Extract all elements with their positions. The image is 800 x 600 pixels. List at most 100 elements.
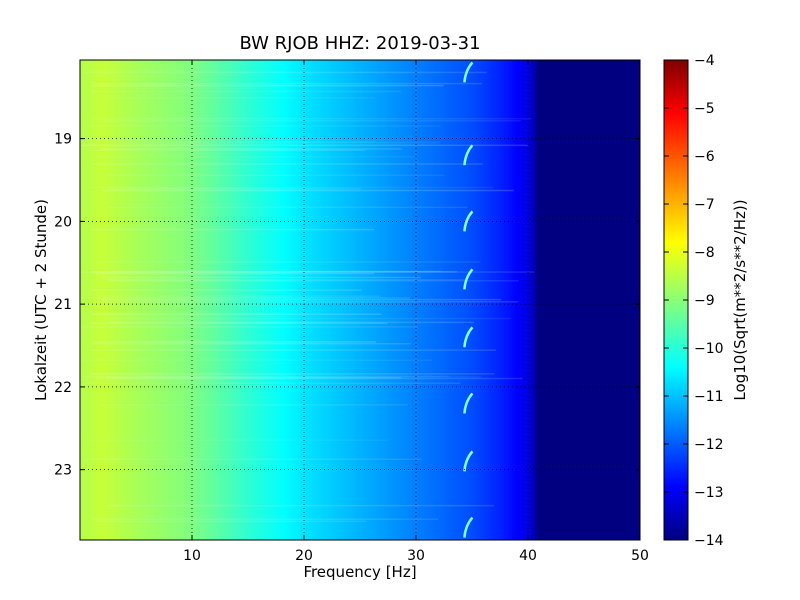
heatmap-band: [234, 60, 237, 540]
heatmap-band: [392, 60, 395, 540]
heatmap-band: [632, 60, 635, 540]
heatmap-band: [102, 60, 105, 540]
heatmap-streak: [93, 341, 377, 343]
heatmap-band: [192, 60, 195, 540]
heatmap-streak: [93, 117, 532, 120]
colorbar-tick-label: −11: [694, 389, 724, 405]
heatmap-band: [634, 60, 637, 540]
heatmap-streak: [82, 359, 433, 362]
heatmap-streak: [105, 504, 494, 507]
heatmap-band: [578, 60, 581, 540]
heatmap-band: [468, 60, 471, 540]
heatmap-band: [308, 60, 311, 540]
heatmap-band: [518, 60, 521, 540]
heatmap-band: [118, 60, 121, 540]
heatmap-band: [500, 60, 503, 540]
x-axis-label: Frequency [Hz]: [303, 563, 416, 581]
heatmap-band: [120, 60, 123, 540]
heatmap-streak: [85, 458, 422, 461]
heatmap-band: [346, 60, 349, 540]
heatmap-streak: [95, 520, 367, 523]
heatmap-band: [514, 60, 517, 540]
heatmap-band: [330, 60, 333, 540]
heatmap-band: [350, 60, 353, 540]
heatmap-band: [418, 60, 421, 540]
heatmap-band: [482, 60, 485, 540]
chart-title: BW RJOB HHZ: 2019-03-31: [239, 33, 480, 54]
heatmap-band: [274, 60, 277, 540]
heatmap-band: [366, 60, 369, 540]
y-axis-ticks: 19 20 21 22 23: [54, 132, 640, 479]
heatmap-band: [520, 60, 523, 540]
heatmap-band: [526, 60, 529, 540]
heatmap-band: [498, 60, 501, 540]
heatmap-band: [184, 60, 187, 540]
heatmap-band: [138, 60, 141, 540]
heatmap-band: [552, 60, 555, 540]
heatmap-band: [388, 60, 391, 540]
heatmap-band: [188, 60, 191, 540]
heatmap-band: [356, 60, 359, 540]
heatmap-band: [152, 60, 155, 540]
heatmap-band: [324, 60, 327, 540]
plot-frame: [79, 59, 641, 541]
heatmap-band: [480, 60, 483, 540]
heatmap-streak: [102, 276, 421, 279]
heatmap-band: [394, 60, 397, 540]
spectral-feature-mark: [463, 326, 474, 348]
heatmap-band: [408, 60, 411, 540]
heatmap-band: [358, 60, 361, 540]
heatmap-band: [230, 60, 233, 540]
heatmap-band: [616, 60, 619, 540]
heatmap-band: [80, 60, 83, 540]
heatmap-band: [464, 60, 467, 540]
heatmap-band: [362, 60, 365, 540]
heatmap-band: [478, 60, 481, 540]
heatmap-band: [298, 60, 301, 540]
heatmap-streak: [91, 270, 457, 273]
heatmap-band: [592, 60, 595, 540]
heatmap-band: [320, 60, 323, 540]
heatmap-band: [604, 60, 607, 540]
y-tick-label: 20: [54, 214, 72, 230]
heatmap-band: [528, 60, 531, 540]
heatmap-band: [568, 60, 571, 540]
heatmap-band: [140, 60, 143, 540]
heatmap-band: [422, 60, 425, 540]
heatmap-band: [512, 60, 515, 540]
heatmap-band: [448, 60, 451, 540]
heatmap-streak: [84, 376, 482, 378]
heatmap-band: [332, 60, 335, 540]
heatmap-streak: [94, 377, 523, 380]
heatmap-band: [172, 60, 175, 540]
heatmap-band: [168, 60, 171, 540]
heatmap-band: [502, 60, 505, 540]
heatmap-band: [126, 60, 129, 540]
spectral-feature-mark: [463, 61, 474, 83]
heatmap-band: [282, 60, 285, 540]
heatmap-band: [626, 60, 629, 540]
heatmap-band: [336, 60, 339, 540]
heatmap-band: [260, 60, 263, 540]
heatmap-streak: [84, 439, 390, 441]
heatmap-band: [254, 60, 257, 540]
heatmap-band: [462, 60, 465, 540]
heatmap-band: [280, 60, 283, 540]
heatmap-streak: [106, 279, 466, 281]
heatmap-band: [452, 60, 455, 540]
heatmap-band: [212, 60, 215, 540]
heatmap-band: [416, 60, 419, 540]
heatmap-band: [490, 60, 493, 540]
heatmap-band: [492, 60, 495, 540]
x-tick-label: 10: [183, 548, 201, 564]
heatmap-band: [198, 60, 201, 540]
heatmap-band: [504, 60, 507, 540]
spectral-feature-mark: [463, 210, 474, 232]
colorbar-tick-label: −6: [694, 149, 715, 165]
heatmap-band: [130, 60, 133, 540]
heatmap-band: [438, 60, 441, 540]
heatmap-band: [406, 60, 409, 540]
heatmap-band: [540, 60, 543, 540]
heatmap-band: [200, 60, 203, 540]
